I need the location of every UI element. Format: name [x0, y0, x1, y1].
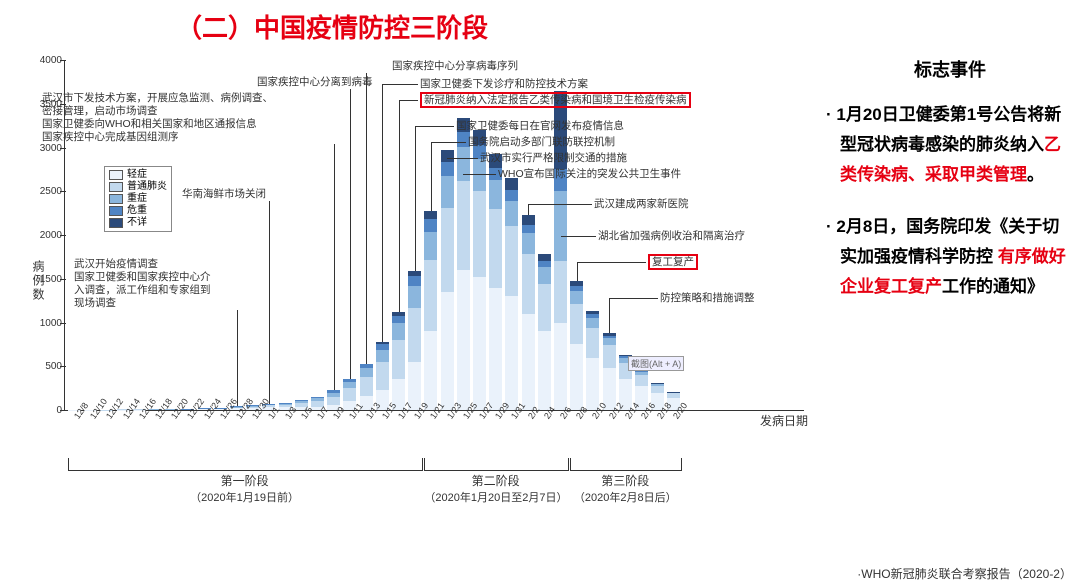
annotation: 国家疾控中心分离到病毒 [257, 76, 373, 89]
annotation: 湖北省加强病例收治和隔离治疗 [598, 230, 745, 243]
page-title: （二）中国疫情防控三阶段 [176, 8, 488, 45]
annotation: 复工复产 [648, 256, 698, 269]
annotation: 国家疾控中心分享病毒序列 [392, 60, 518, 73]
ytick: 2500 [36, 186, 62, 197]
sidebar-bullet: · 2月8日，国务院印发《关于切实加强疫情科学防控 有序做好企业复工复产工作的通… [826, 212, 1074, 302]
x-axis-label: 发病日期 [760, 412, 808, 429]
sidebar-bullet: · 1月20日卫健委第1号公告将新型冠状病毒感染的肺炎纳入乙类传染病、采取甲类管… [826, 100, 1074, 190]
ytick: 2000 [36, 230, 62, 241]
bar [473, 130, 486, 410]
bar [392, 312, 405, 410]
chart: 病例数 发病日期 0500100015002000250030003500400… [2, 60, 812, 562]
ytick: 3000 [36, 143, 62, 154]
bar [586, 311, 599, 410]
phase-label: 第三阶段（2020年2月8日后） [570, 472, 680, 505]
ytick: 4000 [36, 55, 62, 66]
ytick: 0 [36, 405, 62, 416]
phase-label: 第二阶段（2020年1月20日至2月7日） [424, 472, 567, 505]
bar [457, 118, 470, 410]
annotation: 新冠肺炎纳入法定报告乙类传染病和国境卫生检疫传染病 [420, 94, 691, 107]
citation: ·WHO新冠肺炎联合考察报告（2020-2） [857, 565, 1072, 582]
bar [538, 254, 551, 410]
ytick: 500 [36, 361, 62, 372]
annotation: 国务院启动多部门联防联控机制 [468, 136, 615, 149]
phase-label: 第一阶段（2020年1月19日前） [68, 472, 421, 505]
bar [489, 154, 502, 410]
bar [376, 342, 389, 410]
annotation: 武汉市下发技术方案，开展应急监测、病例调查、密接管理，启动市场调查国家卫健委向W… [42, 92, 273, 144]
annotation: 武汉市实行严格限制交通的措施 [480, 152, 627, 165]
sidebar-title: 标志事件 [826, 56, 1074, 82]
bar [522, 215, 535, 410]
bar [441, 150, 454, 410]
annotation: 武汉建成两家新医院 [594, 198, 689, 211]
annotation: 国家卫健委下发诊疗和防控技术方案 [420, 78, 588, 91]
annotation: 国家卫健委每日在官网发布疫情信息 [456, 120, 624, 133]
ytick: 1500 [36, 274, 62, 285]
screenshot-tooltip: 截图(Alt + A) [628, 356, 684, 371]
sidebar: 标志事件 · 1月20日卫健委第1号公告将新型冠状病毒感染的肺炎纳入乙类传染病、… [826, 56, 1074, 324]
bar [505, 178, 518, 410]
annotation: 防控策略和措施调整 [660, 292, 755, 305]
legend: 轻症普通肺炎重症危重不详 [104, 166, 172, 232]
bar [408, 271, 421, 410]
bar [603, 333, 616, 410]
bar [424, 211, 437, 410]
annotation: 武汉开始疫情调查国家卫健委和国家疾控中心介入调查，派工作组和专家组到现场调查 [74, 258, 211, 310]
ytick: 1000 [36, 318, 62, 329]
bar [570, 281, 583, 410]
annotation: 华南海鲜市场关闭 [182, 188, 266, 201]
bar [360, 364, 373, 410]
annotation: WHO宣布国际关注的突发公共卫生事件 [498, 168, 681, 181]
